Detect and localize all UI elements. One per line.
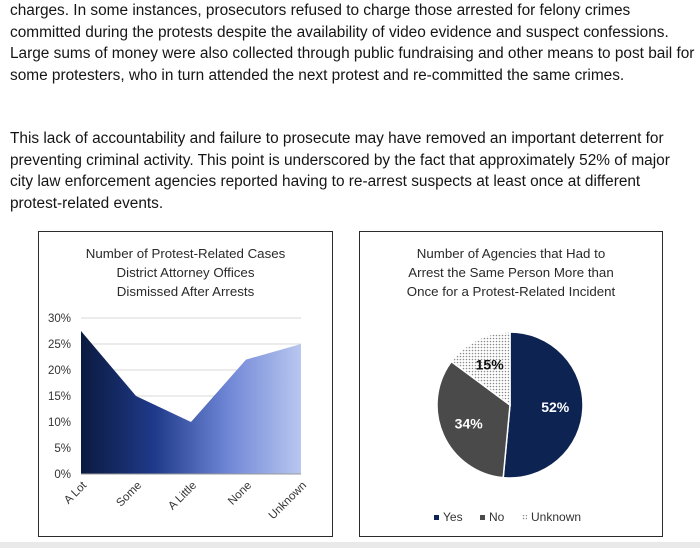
- chart-title-line-3: Dismissed After Arrests: [116, 284, 255, 299]
- y-tick-label: 15%: [48, 391, 71, 403]
- chart-title: Number of Agencies that Had to Arrest th…: [360, 244, 662, 301]
- y-tick-label: 0%: [54, 469, 71, 481]
- area-series: [81, 331, 301, 474]
- legend-swatch-no: [480, 515, 485, 520]
- y-tick-label: 10%: [48, 417, 71, 429]
- x-tick-label: None: [226, 480, 254, 508]
- x-tick-label: A Lot: [62, 479, 90, 507]
- chart-title-line-1: Number of Protest-Related Cases: [85, 246, 286, 261]
- x-tick-label: Unknown: [267, 480, 309, 522]
- pie-data-label: 15%: [476, 357, 505, 373]
- y-tick-label: 5%: [54, 443, 71, 455]
- y-tick-label: 25%: [48, 339, 71, 351]
- chart-title: Number of Protest-Related Cases District…: [39, 244, 332, 301]
- legend-label-unknown: Unknown: [531, 510, 581, 524]
- dismissed-cases-chart: Number of Protest-Related Cases District…: [38, 231, 333, 537]
- chart-title-line-3: Once for a Protest-Related Incident: [406, 284, 616, 299]
- area-chart-plot: 0% 5% 10% 15% 20% 25% 30% A Lot Some A Little None…: [48, 313, 309, 522]
- x-tick-label: A Little: [166, 480, 199, 513]
- legend-label-yes: Yes: [443, 510, 463, 524]
- chart-title-line-2: District Attorney Offices: [116, 265, 255, 280]
- chart-title-line-1: Number of Agencies that Had to: [416, 246, 606, 261]
- page-bottom-edge: [0, 542, 700, 548]
- rearrest-agencies-chart: Number of Agencies that Had to Arrest th…: [359, 231, 663, 537]
- paragraph-charges: charges. In some instances, prosecutors …: [10, 2, 695, 84]
- pie-data-label: 34%: [455, 415, 484, 431]
- legend-swatch-yes: [434, 515, 439, 520]
- legend-label-no: No: [489, 510, 505, 524]
- legend-swatch-unknown: [522, 515, 527, 520]
- pie-slice-unknown: [450, 331, 511, 407]
- y-tick-label: 20%: [48, 365, 71, 377]
- pie-chart-plot: 52% 34% 15% Yes No Unknown: [434, 331, 584, 524]
- pie-slice-yes: [502, 331, 584, 479]
- paragraph-accountability: This lack of accountability and failure …: [10, 130, 670, 212]
- y-tick-label: 30%: [48, 313, 71, 325]
- pie-data-label: 52%: [541, 399, 570, 415]
- pie-slice-no: [436, 360, 511, 479]
- chart-title-line-2: Arrest the Same Person More than: [408, 265, 614, 280]
- x-tick-label: Some: [114, 480, 144, 510]
